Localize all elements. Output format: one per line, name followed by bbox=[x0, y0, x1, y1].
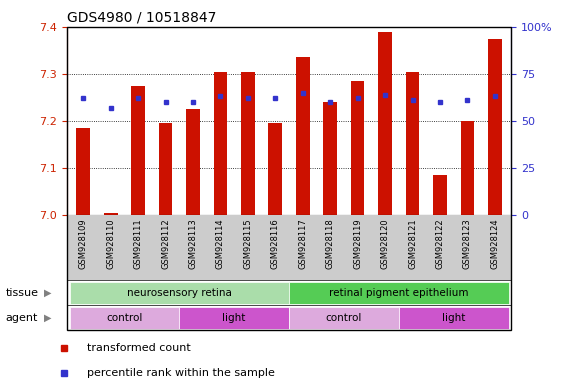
Bar bbox=[241, 71, 254, 215]
Bar bbox=[131, 86, 145, 215]
Text: GDS4980 / 10518847: GDS4980 / 10518847 bbox=[67, 11, 216, 25]
Text: light: light bbox=[223, 313, 246, 323]
Text: ▶: ▶ bbox=[44, 313, 51, 323]
Bar bbox=[399, 306, 508, 329]
Text: tissue: tissue bbox=[6, 288, 39, 298]
Bar bbox=[461, 121, 474, 215]
Text: GSM928109: GSM928109 bbox=[79, 218, 88, 269]
Bar bbox=[186, 109, 200, 215]
Text: light: light bbox=[442, 313, 465, 323]
Text: GSM928124: GSM928124 bbox=[490, 218, 499, 269]
Bar bbox=[351, 81, 364, 215]
Text: percentile rank within the sample: percentile rank within the sample bbox=[87, 368, 275, 378]
Bar bbox=[70, 306, 180, 329]
Bar bbox=[406, 71, 419, 215]
Text: GSM928114: GSM928114 bbox=[216, 218, 225, 269]
Text: GSM928110: GSM928110 bbox=[106, 218, 115, 269]
Text: GSM928121: GSM928121 bbox=[408, 218, 417, 269]
Text: GSM928118: GSM928118 bbox=[326, 218, 335, 269]
Text: agent: agent bbox=[6, 313, 38, 323]
Text: retinal pigment epithelium: retinal pigment epithelium bbox=[329, 288, 468, 298]
Bar bbox=[70, 281, 289, 304]
Text: GSM928112: GSM928112 bbox=[161, 218, 170, 269]
Text: GSM928116: GSM928116 bbox=[271, 218, 280, 269]
Bar bbox=[159, 123, 173, 215]
Text: control: control bbox=[326, 313, 362, 323]
Text: GSM928113: GSM928113 bbox=[188, 218, 198, 269]
Bar bbox=[378, 31, 392, 215]
Bar bbox=[433, 175, 447, 215]
Bar bbox=[289, 306, 399, 329]
Bar bbox=[268, 123, 282, 215]
Text: GSM928122: GSM928122 bbox=[435, 218, 444, 269]
Bar bbox=[324, 102, 337, 215]
Text: GSM928120: GSM928120 bbox=[381, 218, 390, 269]
Bar bbox=[214, 71, 227, 215]
Text: GSM928123: GSM928123 bbox=[463, 218, 472, 269]
Text: control: control bbox=[106, 313, 142, 323]
Text: transformed count: transformed count bbox=[87, 343, 191, 353]
Bar bbox=[289, 281, 508, 304]
Text: GSM928111: GSM928111 bbox=[134, 218, 143, 269]
Bar bbox=[104, 213, 117, 215]
Text: GSM928117: GSM928117 bbox=[298, 218, 307, 269]
Text: neurosensory retina: neurosensory retina bbox=[127, 288, 232, 298]
Bar bbox=[488, 39, 501, 215]
Bar bbox=[180, 306, 289, 329]
Text: ▶: ▶ bbox=[44, 288, 51, 298]
Bar bbox=[77, 128, 90, 215]
Bar bbox=[296, 58, 310, 215]
Text: GSM928115: GSM928115 bbox=[243, 218, 252, 269]
Text: GSM928119: GSM928119 bbox=[353, 218, 362, 269]
